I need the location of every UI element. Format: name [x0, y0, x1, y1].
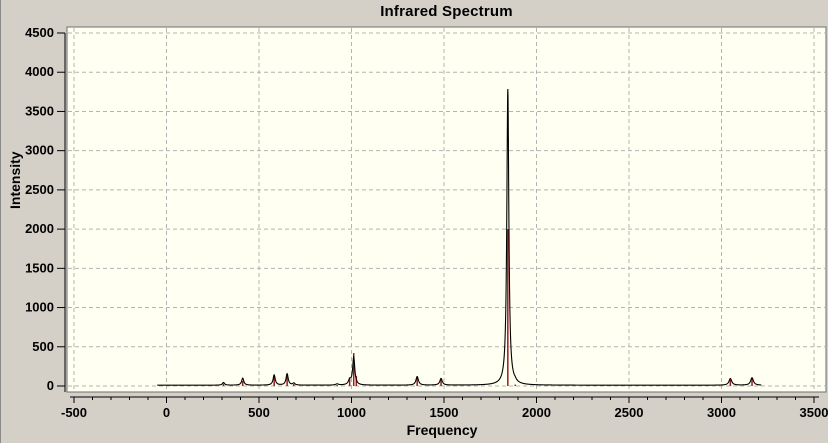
x-tick-label: 2500: [615, 405, 644, 420]
stick-spectrum: [222, 229, 753, 386]
x-tick-label: 2000: [522, 405, 551, 420]
plot-area: [66, 26, 827, 393]
y-tick-label: 3000: [25, 143, 54, 158]
x-tick-label: 500: [248, 405, 270, 420]
y-tick-label: 3500: [25, 103, 54, 118]
y-tick-label: 4000: [25, 64, 54, 79]
grid-lines: [68, 28, 825, 391]
envelope-curve: [157, 89, 762, 386]
x-axis: -500 0 500 1000 1500 2000 2500 3000 3500: [61, 396, 828, 420]
y-axis: 0 500 1000 1500 2000 2500 3000 3500 4000 4500: [25, 25, 66, 393]
x-tick-label: 1000: [337, 405, 366, 420]
x-tick-label: -500: [61, 405, 87, 420]
y-tick-label: 1000: [25, 300, 54, 315]
x-tick-label: 1500: [430, 405, 459, 420]
y-tick-label: 2500: [25, 182, 54, 197]
x-tick-label: 3500: [800, 405, 828, 420]
y-tick-label: 2000: [25, 221, 54, 236]
y-tick-label: 4500: [25, 25, 54, 40]
x-axis-title: Frequency: [406, 422, 478, 438]
y-tick-label: 1500: [25, 260, 54, 275]
y-tick-label: 500: [32, 339, 54, 354]
x-tick-label: 0: [163, 405, 170, 420]
chart-title: Infrared Spectrum: [380, 3, 513, 20]
x-tick-label: 3000: [707, 405, 736, 420]
y-tick-label: 0: [47, 378, 54, 393]
